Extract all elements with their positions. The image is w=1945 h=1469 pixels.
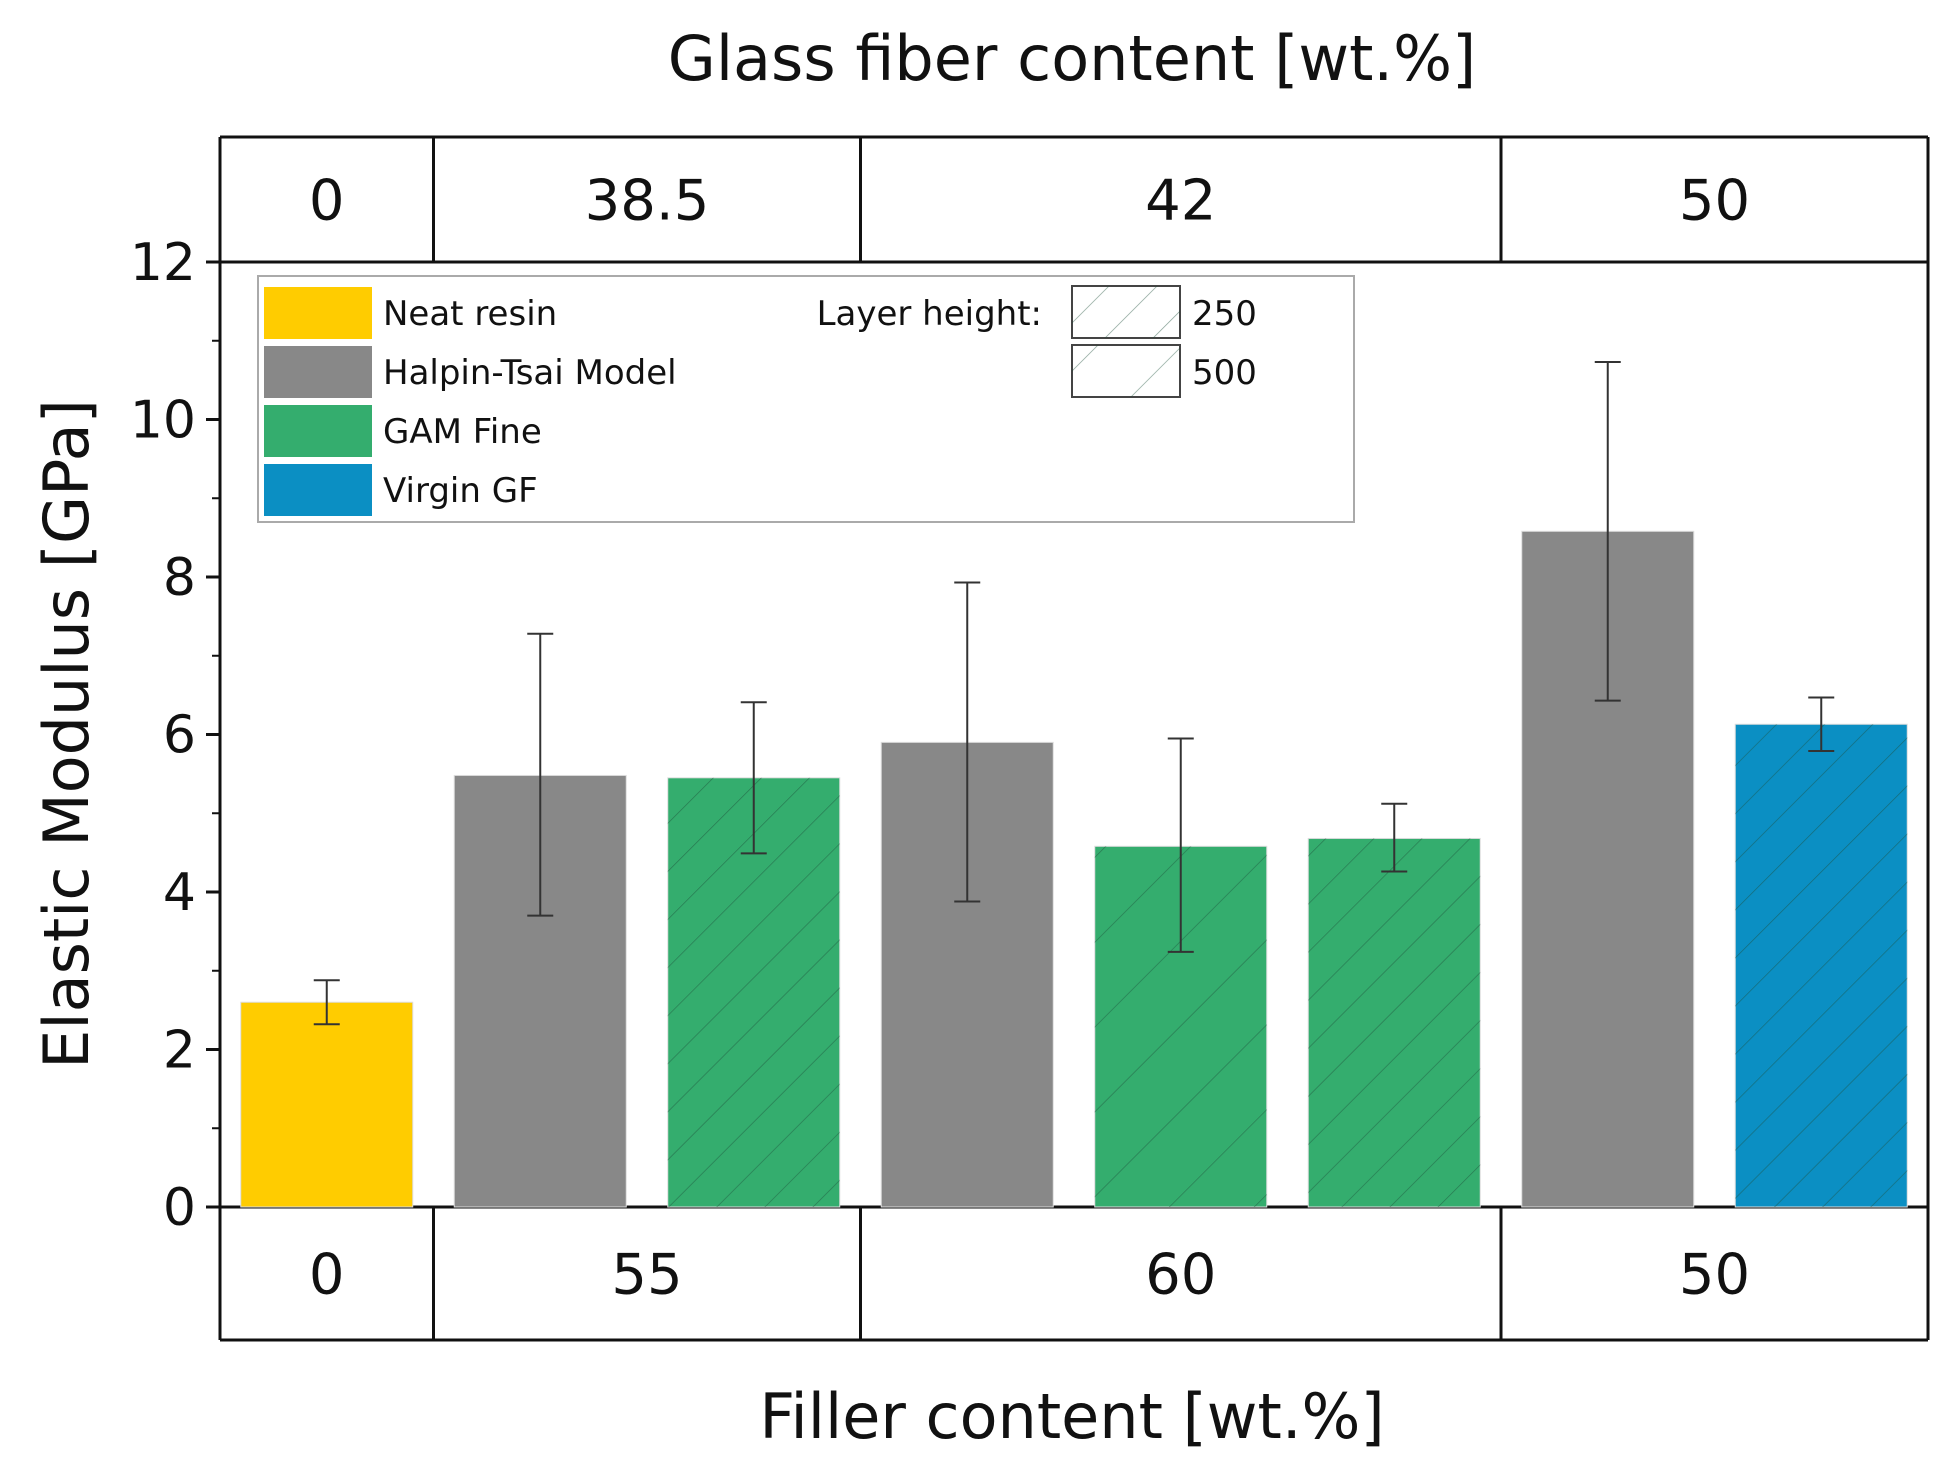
y-tick-label: 4 <box>163 863 196 923</box>
bar-hatch <box>1308 838 1481 1207</box>
legend-pattern-hatch <box>1072 345 1180 397</box>
top_axis_groups-label: 50 <box>1679 169 1750 234</box>
top_axis_groups-label: 0 <box>309 169 345 234</box>
legend-pattern-label: 500 <box>1192 353 1257 393</box>
bar-hatch <box>1735 724 1908 1207</box>
bottom_axis_groups-label: 60 <box>1145 1243 1216 1308</box>
y-axis-title: Elastic Modulus [GPa] <box>30 399 103 1069</box>
top_axis_groups-label: 42 <box>1145 169 1216 234</box>
legend-pattern-label: 250 <box>1192 294 1257 334</box>
legend-label: GAM Fine <box>383 412 542 452</box>
bottom_axis_groups-label: 0 <box>309 1243 345 1308</box>
bottom_axis_groups-label: 50 <box>1679 1243 1750 1308</box>
legend-label: Virgin GF <box>383 471 538 511</box>
legend-swatch <box>264 464 372 516</box>
y-tick-label: 12 <box>130 233 196 293</box>
legend-swatch <box>264 346 372 398</box>
legend-label: Neat resin <box>383 294 557 334</box>
y-tick-label: 8 <box>163 548 196 608</box>
bar <box>240 1001 414 1208</box>
top-axis-title: Glass fiber content [wt.%] <box>668 22 1476 95</box>
legend-pattern-title: Layer height: <box>817 294 1042 334</box>
y-tick-label: 0 <box>163 1178 196 1238</box>
y-tick-label: 2 <box>163 1021 196 1081</box>
bottom_axis_groups-label: 55 <box>611 1243 682 1308</box>
y-tick-label: 6 <box>163 706 196 766</box>
legend-pattern-hatch <box>1072 286 1180 338</box>
x-axis-title: Filler content [wt.%] <box>759 1380 1384 1453</box>
legend-label: Halpin-Tsai Model <box>383 353 677 393</box>
y-tick-label: 10 <box>130 391 196 451</box>
legend-swatch <box>264 405 372 457</box>
top_axis_groups-label: 38.5 <box>585 169 710 234</box>
legend-swatch <box>264 287 372 339</box>
